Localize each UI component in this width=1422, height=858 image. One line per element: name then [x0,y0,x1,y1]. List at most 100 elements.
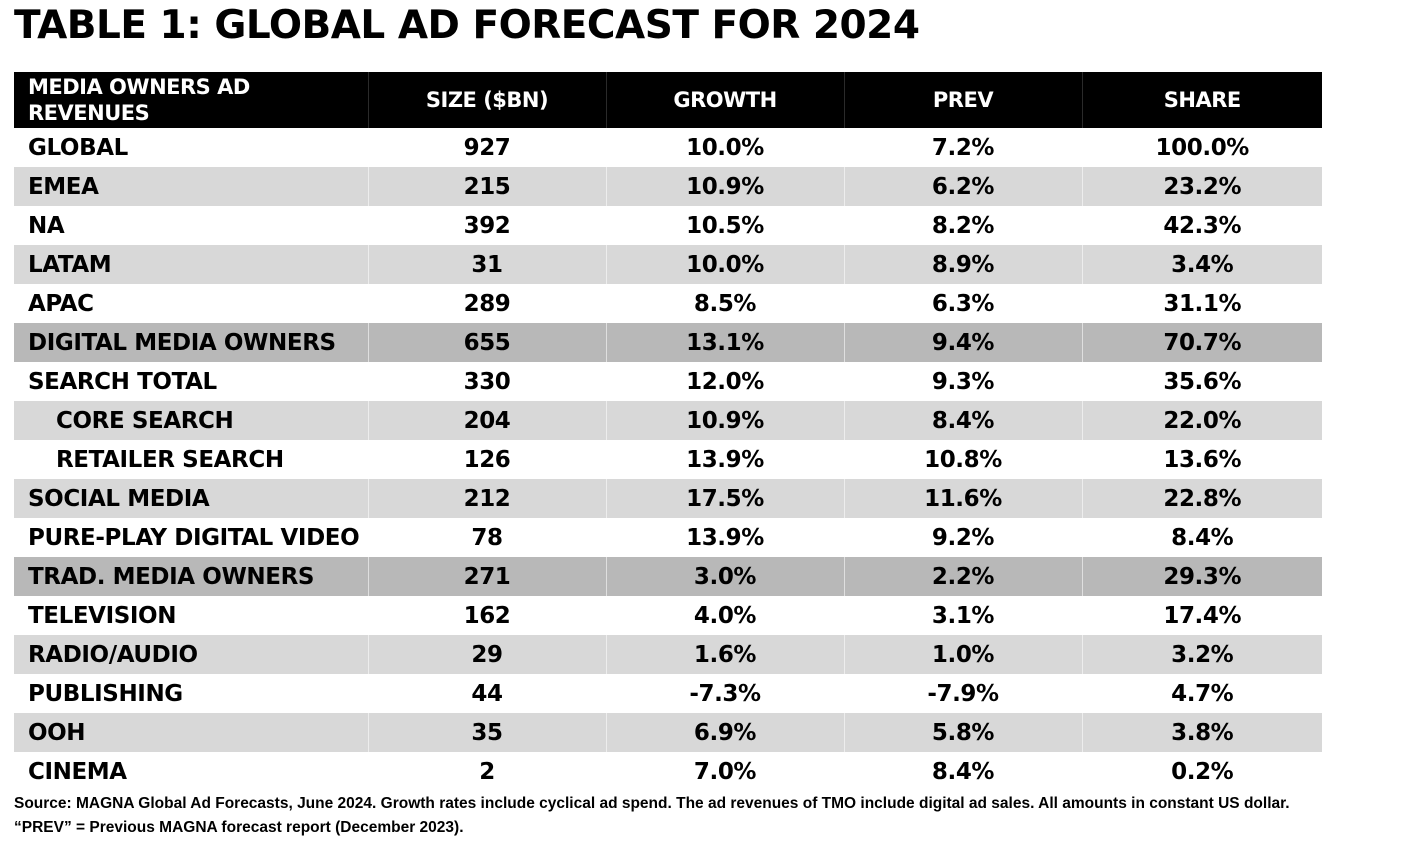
size-cell: 78 [368,518,607,557]
table-row: PURE-PLAY DIGITAL VIDEO 78 13.9% 9.2% 8.4% [14,518,1322,557]
size-cell: 215 [368,167,607,206]
growth-cell: 12.0% [606,362,845,401]
share-cell: 0.2% [1171,758,1234,785]
table-row: PUBLISHING 44 -7.3% -7.9% 4.7% [14,674,1322,713]
column-header-size: SIZE ($BN) [368,72,607,128]
column-header-media-owners: MEDIA OWNERS AD REVENUES [14,72,369,128]
size-cell: 289 [368,284,607,323]
row-label: TELEVISION [14,596,369,635]
growth-cell: 17.5% [606,479,845,518]
size-cell: 330 [368,362,607,401]
share-cell: 3.8% [1171,719,1234,746]
prev-cell: 6.3% [844,284,1083,323]
table-header-row: MEDIA OWNERS AD REVENUES SIZE ($BN) GROW… [14,72,1322,128]
prev-cell: 9.3% [844,362,1083,401]
share-cell: 22.0% [1163,407,1242,434]
column-header-prev: PREV [844,72,1083,128]
size-cell: 35 [368,713,607,752]
share-cell: 13.6% [1163,446,1242,473]
table-row: SOCIAL MEDIA 212 17.5% 11.6% 22.8% [14,479,1322,518]
growth-cell: 8.5% [606,284,845,323]
table-row: TELEVISION 162 4.0% 3.1% 17.4% [14,596,1322,635]
share-cell: 3.4% [1171,251,1234,278]
size-cell: 2 [368,752,607,791]
row-label: OOH [14,713,369,752]
footnote-prev-definition: “PREV” = Previous MAGNA forecast report … [14,819,464,836]
prev-cell: 2.2% [844,557,1083,596]
prev-cell: 8.4% [844,752,1083,791]
prev-cell: 1.0% [844,635,1083,674]
share-cell: 8.4% [1171,524,1234,551]
growth-cell: 10.9% [606,167,845,206]
size-cell: 392 [368,206,607,245]
growth-cell: 10.0% [606,128,845,167]
growth-cell: 10.0% [606,245,845,284]
table-row: CORE SEARCH 204 10.9% 8.4% 22.0% [14,401,1322,440]
share-cell: 70.7% [1163,329,1242,356]
share-cell: 4.7% [1171,680,1234,707]
size-cell: 162 [368,596,607,635]
row-label: SEARCH TOTAL [14,362,369,401]
row-label: APAC [14,284,369,323]
growth-cell: 10.5% [606,206,845,245]
size-cell: 271 [368,557,607,596]
size-cell: 927 [368,128,607,167]
prev-cell: 6.2% [844,167,1083,206]
growth-cell: 6.9% [606,713,845,752]
prev-cell: 9.2% [844,518,1083,557]
prev-cell: 8.2% [844,206,1083,245]
size-cell: 29 [368,635,607,674]
share-cell: 100.0% [1155,134,1250,161]
prev-cell: 9.4% [844,323,1083,362]
table-row: OOH 35 6.9% 5.8% 3.8% [14,713,1322,752]
table-row: GLOBAL 927 10.0% 7.2% 100.0% [14,128,1322,167]
row-label: CINEMA [14,752,369,791]
row-label: PURE-PLAY DIGITAL VIDEO [14,518,369,557]
column-header-growth: GROWTH [606,72,845,128]
share-cell: 22.8% [1163,485,1242,512]
table-row: NA 392 10.5% 8.2% 42.3% [14,206,1322,245]
share-cell: 3.2% [1171,641,1234,668]
growth-cell: 13.9% [606,440,845,479]
share-cell: 35.6% [1163,368,1242,395]
prev-cell: 7.2% [844,128,1083,167]
row-label: DIGITAL MEDIA OWNERS [14,323,369,362]
share-cell: 29.3% [1163,563,1242,590]
size-cell: 126 [368,440,607,479]
prev-cell: 10.8% [844,440,1083,479]
table-row: SEARCH TOTAL 330 12.0% 9.3% 35.6% [14,362,1322,401]
growth-cell: 13.1% [606,323,845,362]
table-row: RETAILER SEARCH 126 13.9% 10.8% 13.6% [14,440,1322,479]
footnote-source: Source: MAGNA Global Ad Forecasts, June … [14,795,1290,812]
row-label: RADIO/AUDIO [14,635,369,674]
prev-cell: 8.4% [844,401,1083,440]
row-label: LATAM [14,245,369,284]
size-cell: 204 [368,401,607,440]
row-label: TRAD. MEDIA OWNERS [14,557,369,596]
growth-cell: 1.6% [606,635,845,674]
growth-cell: 3.0% [606,557,845,596]
growth-cell: 13.9% [606,518,845,557]
row-label: RETAILER SEARCH [14,440,369,479]
size-cell: 31 [368,245,607,284]
prev-cell: 3.1% [844,596,1083,635]
share-cell: 42.3% [1163,212,1242,239]
footnote: Source: MAGNA Global Ad Forecasts, June … [14,792,1290,840]
share-cell: 17.4% [1163,602,1242,629]
size-cell: 212 [368,479,607,518]
table-title: TABLE 1: GLOBAL AD FORECAST FOR 2024 [14,3,920,48]
share-cell: 31.1% [1163,290,1242,317]
prev-cell: 8.9% [844,245,1083,284]
growth-cell: 4.0% [606,596,845,635]
growth-cell: 10.9% [606,401,845,440]
column-header-share: SHARE [1163,88,1241,112]
row-label: CORE SEARCH [14,401,369,440]
row-label: SOCIAL MEDIA [14,479,369,518]
row-label: NA [14,206,369,245]
row-label: PUBLISHING [14,674,369,713]
ad-forecast-table: MEDIA OWNERS AD REVENUES SIZE ($BN) GROW… [14,72,1322,791]
prev-cell: -7.9% [844,674,1083,713]
table-row: TRAD. MEDIA OWNERS 271 3.0% 2.2% 29.3% [14,557,1322,596]
table-row: DIGITAL MEDIA OWNERS 655 13.1% 9.4% 70.7% [14,323,1322,362]
row-label: GLOBAL [14,128,369,167]
